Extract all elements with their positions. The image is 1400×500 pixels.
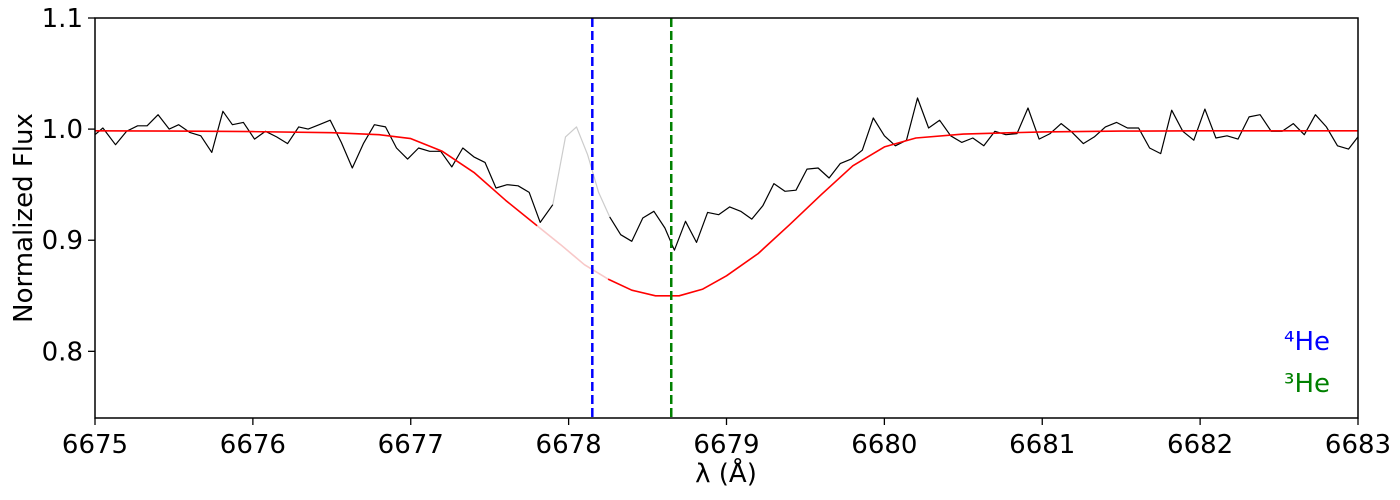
x-tick-label: 6676 (220, 430, 286, 460)
model-line (94, 130, 538, 227)
x-tick-label: 6681 (1009, 430, 1075, 460)
data-layer (94, 97, 1359, 297)
x-tick-label: 6678 (536, 430, 602, 460)
x-tick-label: 6683 (1325, 430, 1391, 460)
x-axis-label: λ (Å) (695, 457, 757, 489)
x-tick-label: 6682 (1167, 430, 1233, 460)
y-tick-label: 0.8 (42, 337, 83, 367)
observed-line (94, 110, 554, 223)
y-tick-label: 1.1 (42, 4, 83, 34)
y-axis-label: Normalized Flux (9, 113, 39, 323)
observed-line (609, 97, 1359, 251)
ticks-layer: 6675 6676 6677 6678 6679 6680 6681 6682 6683 0.8 0… (42, 4, 1391, 460)
model-line-masked (536, 225, 609, 280)
legend-label: ³He (1284, 369, 1330, 399)
legend: ⁴He ³He (1284, 327, 1330, 399)
observed-line-masked (552, 126, 611, 218)
axes-frame (94, 17, 1359, 419)
x-tick-label: 6679 (693, 430, 759, 460)
x-tick-label: 6677 (378, 430, 444, 460)
y-tick-label: 0.9 (42, 226, 83, 256)
y-tick-label: 1.0 (42, 115, 83, 145)
marker-layer (591, 18, 673, 418)
x-tick-label: 6675 (62, 430, 128, 460)
legend-label: ⁴He (1284, 327, 1330, 357)
x-tick-label: 6680 (851, 430, 917, 460)
model-line (607, 130, 1358, 297)
